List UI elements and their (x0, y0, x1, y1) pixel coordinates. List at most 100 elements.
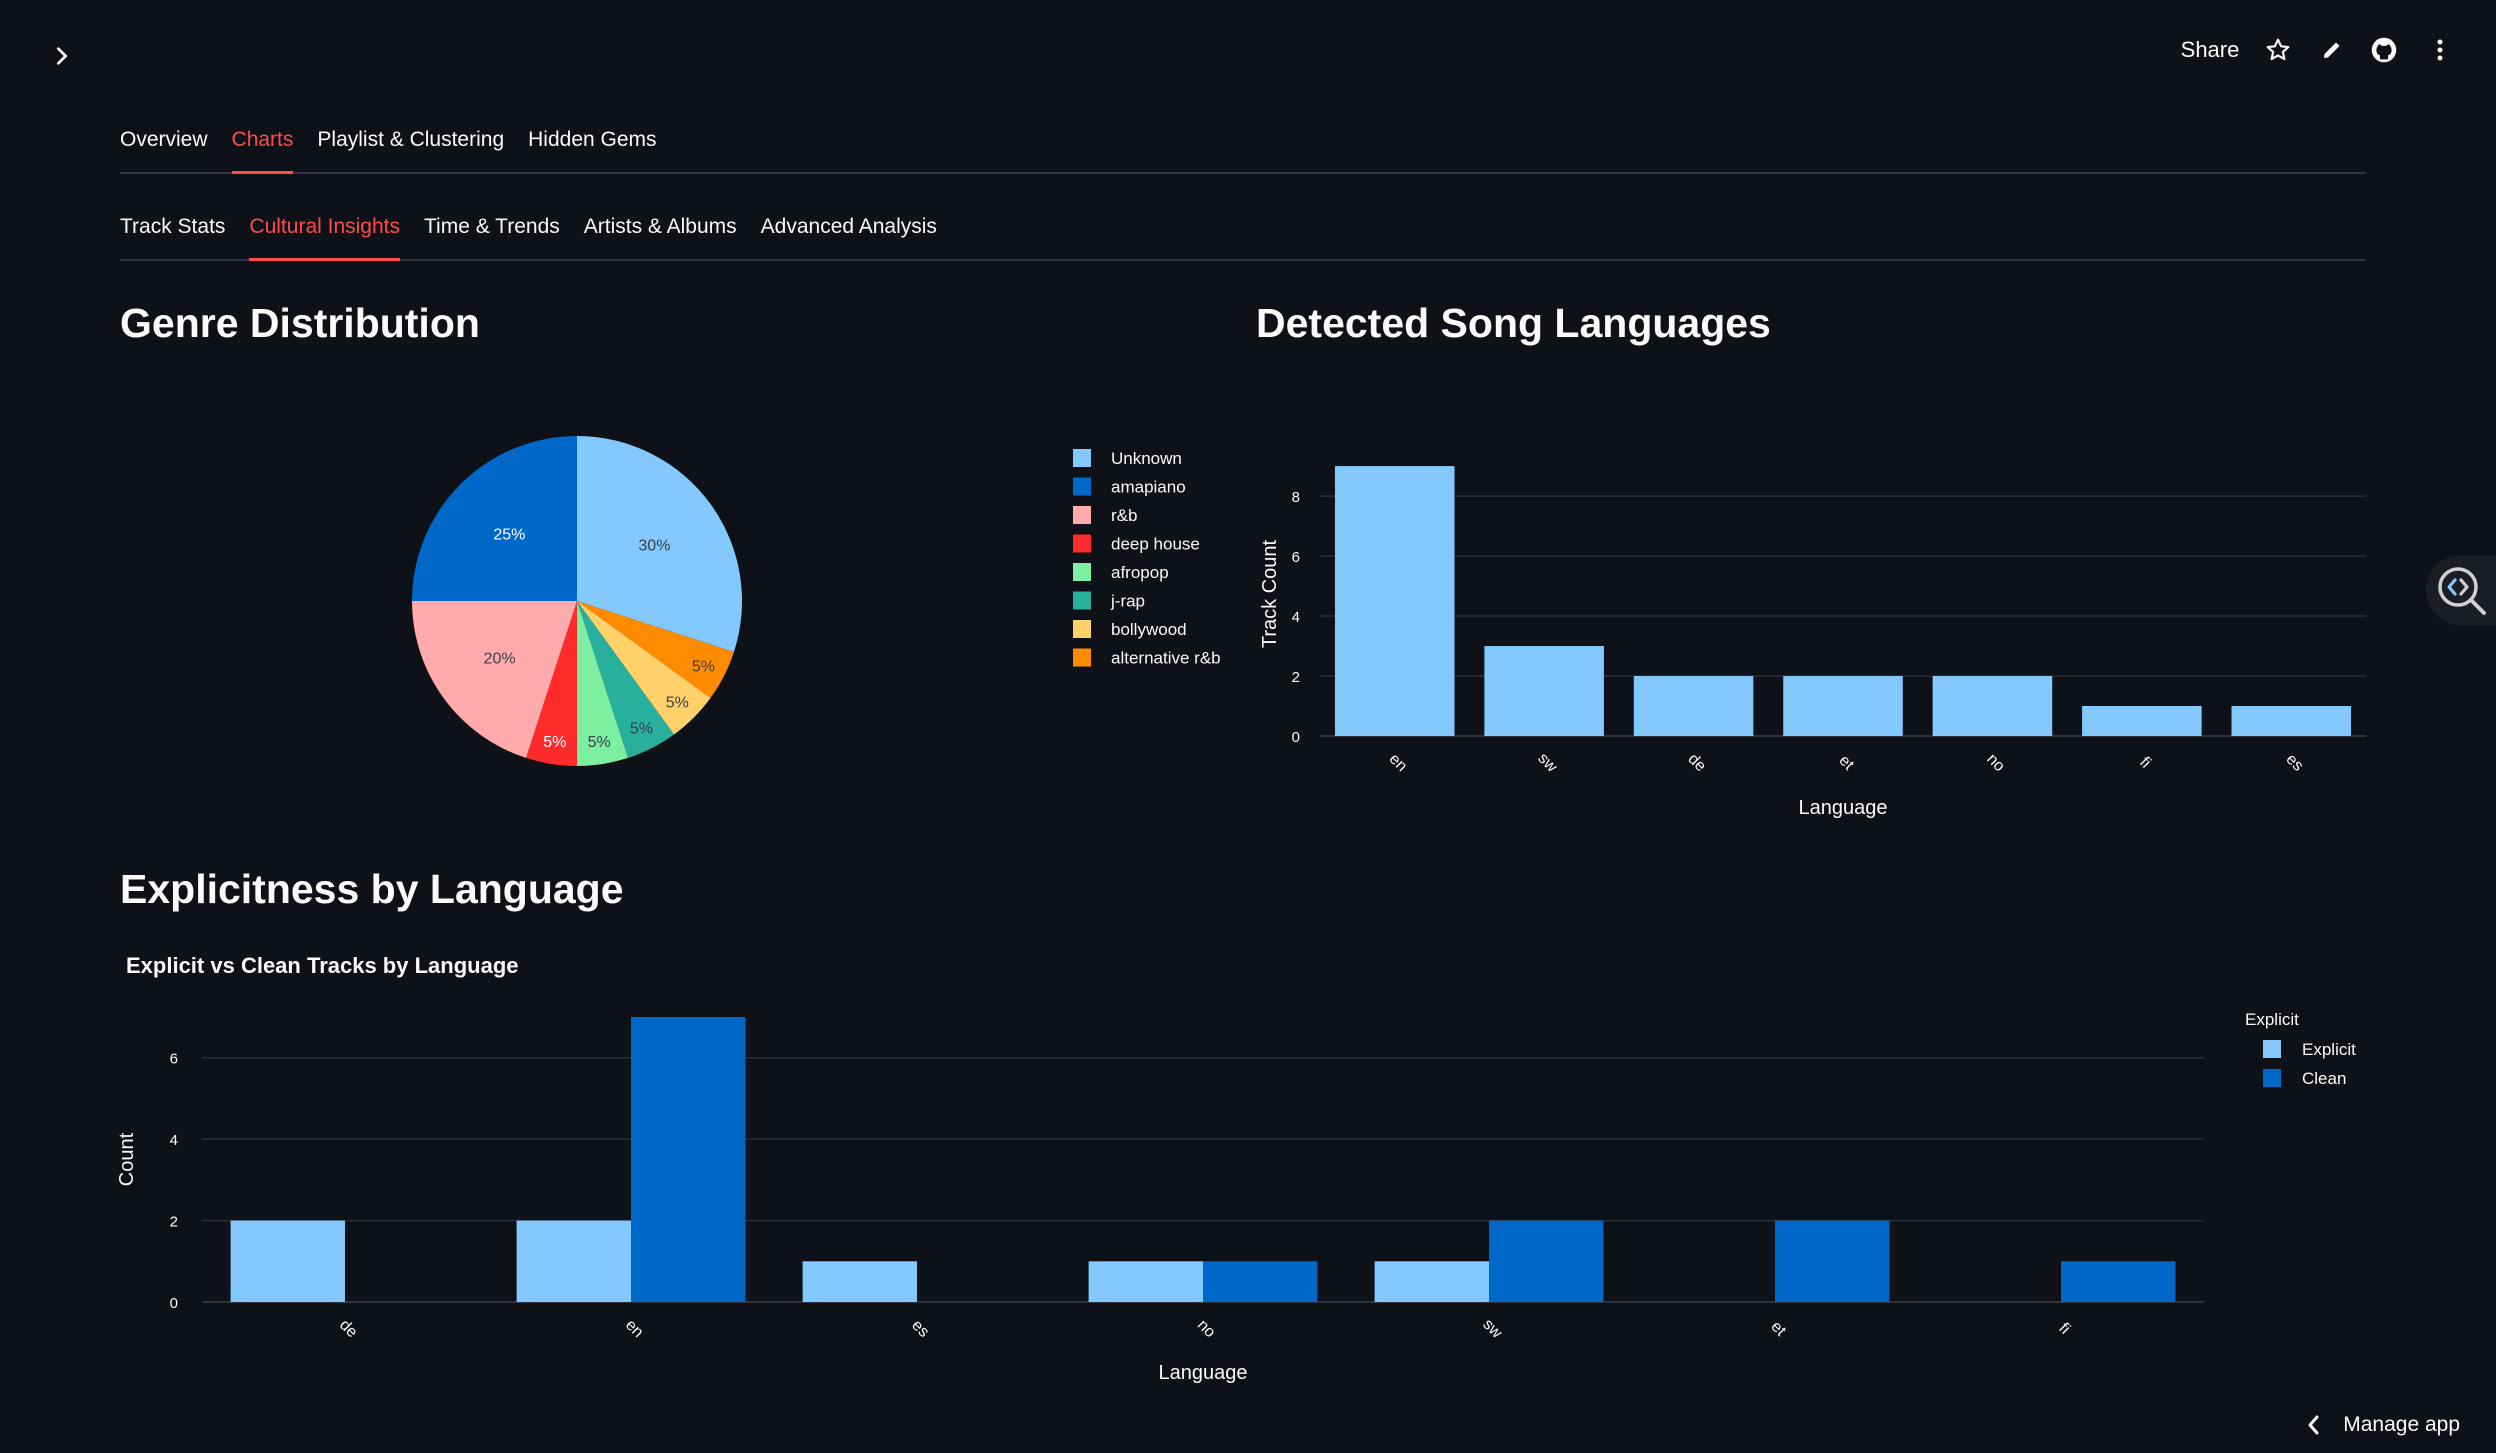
legend-item: Clean (2302, 1069, 2346, 1088)
legend-item: alternative r&b (1111, 649, 1221, 668)
manage-app-button[interactable]: Manage app (2305, 1413, 2460, 1437)
explicit-bar-explicit[interactable] (802, 1261, 917, 1302)
x-tick-label: es (2282, 751, 2306, 775)
main-tab-bar: Overview Charts Playlist & Clustering Hidde… (120, 128, 2366, 174)
y-tick-label: 4 (1292, 609, 1300, 626)
github-icon[interactable] (2366, 32, 2402, 68)
genre-distribution-heading: Genre Distribution (120, 300, 480, 346)
explicit-bar-chart: Explicit vs Clean Tracks by Language 0 2 4 6… (116, 953, 2356, 1384)
legend-swatch (1073, 591, 1091, 610)
y-tick-label: 4 (170, 1132, 178, 1149)
legend-swatch (1073, 534, 1091, 553)
explicit-bar-explicit[interactable] (1374, 1261, 1489, 1302)
pie-slice-label: 5% (588, 734, 611, 751)
tab-charts[interactable]: Charts (231, 128, 293, 174)
tab-playlist-clustering[interactable]: Playlist & Clustering (317, 128, 505, 151)
x-tick-label: no (1194, 1317, 1219, 1342)
code-search-icon[interactable] (2426, 555, 2496, 625)
explicit-bar-clean[interactable] (1775, 1220, 1890, 1302)
subtab-time-trends[interactable]: Time & Trends (424, 215, 560, 238)
x-tick-label: es (908, 1317, 932, 1341)
x-tick-label: sw (1479, 1316, 1505, 1342)
pie-slice[interactable] (577, 436, 742, 652)
x-tick-label: no (1983, 751, 2008, 776)
legend-swatch (1073, 477, 1091, 496)
more-icon[interactable] (2422, 32, 2458, 68)
legend-item: deep house (1111, 535, 1200, 554)
legend-item: bollywood (1111, 620, 1187, 639)
legend-item: amapiano (1111, 478, 1186, 497)
pie-slice-label: 5% (666, 694, 689, 711)
subtab-cultural-insights[interactable]: Cultural Insights (249, 215, 400, 261)
explicitness-heading: Explicitness by Language (120, 866, 624, 912)
x-tick-label: de (336, 1317, 361, 1342)
explicit-bar-explicit[interactable] (230, 1220, 345, 1302)
pie-slice[interactable] (412, 601, 577, 758)
language-bar[interactable] (1334, 466, 1455, 736)
pie-slice-label: 30% (638, 538, 670, 555)
pie-slice-label: 25% (493, 526, 525, 543)
x-tick-label: fi (2136, 754, 2154, 772)
language-bar[interactable] (1633, 676, 1754, 736)
tab-overview[interactable]: Overview (120, 128, 208, 151)
explicit-bar-explicit[interactable] (1088, 1261, 1203, 1302)
language-bar[interactable] (1783, 676, 1903, 736)
pie-slice[interactable] (577, 601, 628, 766)
pie-slice[interactable] (577, 601, 734, 698)
x-tick-label: en (1386, 751, 1411, 776)
legend-item: afropop (1111, 563, 1169, 582)
legend-swatch (2263, 1040, 2281, 1058)
chart-title: Explicit vs Clean Tracks by Language (126, 953, 519, 978)
explicit-bar-clean[interactable] (1203, 1261, 1318, 1302)
legend-item: Explicit (2302, 1040, 2356, 1059)
y-tick-label: 0 (170, 1295, 178, 1312)
y-axis-title: Count (116, 1132, 138, 1186)
pie-slice-label: 5% (543, 734, 566, 751)
legend-swatch (1073, 648, 1091, 667)
tab-hidden-gems[interactable]: Hidden Gems (528, 128, 657, 151)
share-button[interactable]: Share (2180, 37, 2240, 62)
pie-slice-label: 5% (692, 658, 715, 675)
language-bar[interactable] (1484, 646, 1604, 736)
explicit-bar-explicit[interactable] (516, 1220, 631, 1302)
explicit-bar-clean[interactable] (631, 1017, 746, 1302)
pie-slice[interactable] (577, 601, 674, 758)
legend-swatch (1073, 563, 1091, 581)
x-tick-label: fi (2055, 1320, 2073, 1338)
x-tick-label: et (1767, 1318, 1789, 1340)
subtab-track-stats[interactable]: Track Stats (120, 215, 226, 238)
pie-slice[interactable] (577, 601, 711, 735)
language-bar[interactable] (2231, 706, 2352, 736)
y-tick-label: 2 (1292, 669, 1300, 686)
legend-item: j-rap (1110, 592, 1145, 611)
x-axis-title: Language (1799, 797, 1888, 819)
x-tick-label: en (622, 1317, 647, 1342)
legend-swatch (1073, 620, 1091, 638)
x-tick-label: de (1684, 751, 1709, 776)
y-axis-title: Track Count (1259, 539, 1281, 648)
pie-slice-label: 20% (484, 650, 516, 667)
pie-slice[interactable] (526, 601, 577, 766)
subtab-artists-albums[interactable]: Artists & Albums (583, 215, 737, 238)
pie-slice-label: 5% (630, 720, 653, 737)
genre-pie-chart: 30% 5% 5% 5% 5% 5% 20% 25% Unknown amapiano r&b dee… (412, 436, 1221, 766)
y-tick-label: 6 (1292, 549, 1300, 566)
languages-bar-chart: 0 2 4 6 8 en sw de et no fi es Language Track Count (1259, 466, 2366, 819)
sidebar-expand-icon[interactable] (44, 38, 80, 74)
edit-icon[interactable] (2314, 32, 2350, 68)
y-tick-label: 6 (170, 1051, 178, 1068)
pie-slice[interactable] (412, 436, 577, 601)
language-bar[interactable] (2082, 706, 2202, 736)
language-bar[interactable] (1932, 676, 2053, 736)
subtab-advanced-analysis[interactable]: Advanced Analysis (760, 215, 937, 238)
y-tick-label: 8 (1292, 489, 1300, 506)
star-icon[interactable] (2260, 32, 2296, 68)
x-axis-title: Language (1159, 1362, 1248, 1384)
x-tick-label: sw (1534, 750, 1560, 776)
x-tick-label: et (1835, 752, 1857, 774)
explicit-bar-clean[interactable] (1489, 1220, 1604, 1302)
explicit-bar-clean[interactable] (2061, 1261, 2176, 1302)
legend-item: Unknown (1111, 449, 1182, 468)
manage-app-label: Manage app (2343, 1413, 2460, 1436)
